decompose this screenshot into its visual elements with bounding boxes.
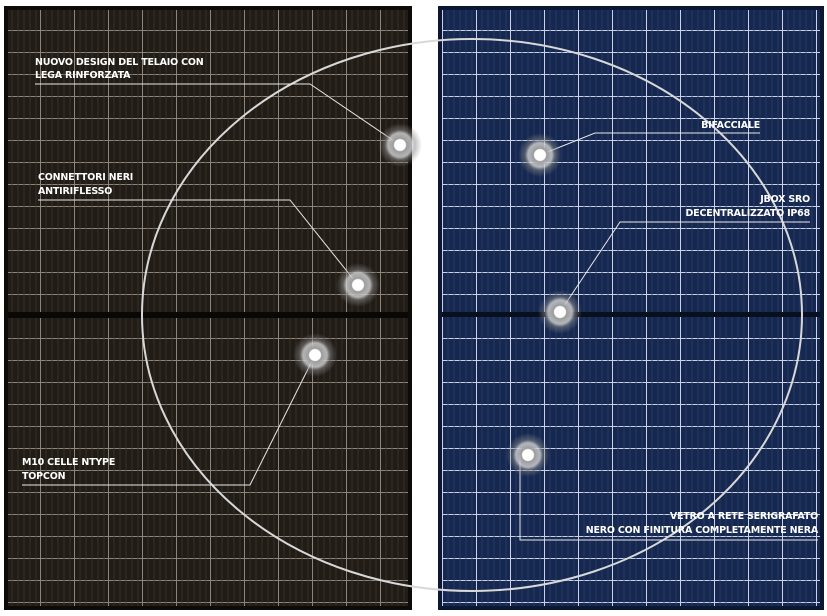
connector [559,221,810,313]
hotspot [293,333,337,377]
label: M10 CELLE NTYPE [22,457,115,468]
label: ANTIRIFLESSO [38,186,112,197]
label: NUOVO DESIGN DEL TELAIO CON [35,57,204,68]
connector [519,455,818,541]
label: LEGA RINFORZATA [35,70,131,81]
label: NERO CON FINITURA COMPLETAMENTE NERA [586,525,819,536]
connector [22,354,316,486]
left-junction [8,312,408,318]
hotspot [336,263,380,307]
hotspot [506,433,550,477]
label: JBOX SRO [759,194,810,205]
right-junction [442,312,820,317]
hotspot [538,290,582,334]
label: VETRO A RETE SERIGRAFATO [670,511,818,522]
label: TOPCON [22,471,66,482]
highlight-circle [141,38,803,592]
hotspot [518,133,562,177]
connector [38,199,359,286]
label: CONNETTORI NERI [38,172,133,183]
label: DECENTRALIZZATO IP68 [686,208,811,219]
label: BIFACCIALE [701,120,760,131]
right-panel [442,10,820,606]
left-panel [8,10,408,606]
connector [35,83,401,146]
hotspot [378,123,422,167]
